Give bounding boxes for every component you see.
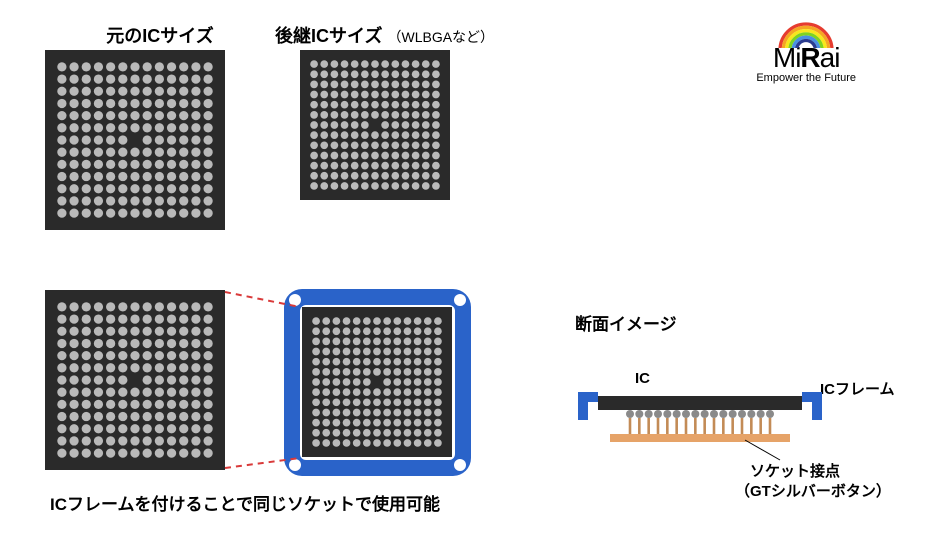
brand-tagline: Empower the Future [756, 72, 856, 84]
bottom-caption: ICフレームを付けることで同じソケットで使用可能 [50, 490, 490, 515]
dash-connector-lines [0, 0, 500, 550]
cross-section-title: 断面イメージ [575, 310, 677, 335]
frame-label: ICフレーム [820, 378, 895, 399]
socket-label-line2: （GTシルバーボタン） [735, 480, 891, 501]
cross-section-diagram [570, 390, 830, 470]
brand-logo: MiRai Empower the Future [756, 18, 856, 84]
rainbow-icon [776, 18, 836, 48]
ic-label: IC [635, 370, 650, 387]
